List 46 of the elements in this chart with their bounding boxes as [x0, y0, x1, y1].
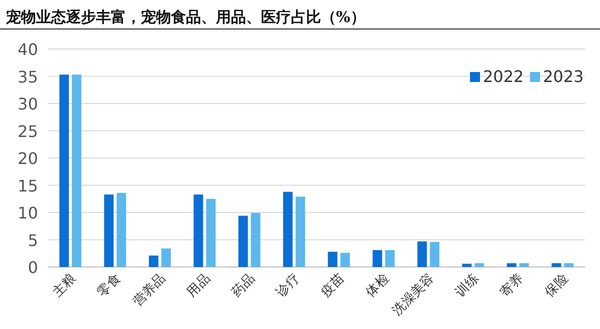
x-tick-label: 训练 — [452, 271, 482, 300]
bar — [328, 252, 338, 267]
bar — [519, 263, 529, 267]
y-tick-label: 40 — [18, 40, 38, 59]
bar — [340, 252, 350, 267]
x-tick-label: 营养品 — [130, 270, 169, 310]
x-tick-label: 保险 — [542, 271, 572, 300]
bar — [59, 74, 69, 267]
y-tick-label: 10 — [18, 204, 38, 222]
y-tick-label: 20 — [18, 149, 38, 168]
bar — [148, 256, 158, 267]
bar — [72, 74, 82, 267]
legend-label: 2023 — [543, 67, 584, 86]
bar — [385, 250, 395, 267]
y-tick-label: 0 — [28, 258, 38, 277]
bar — [161, 248, 171, 267]
bar — [506, 263, 516, 267]
x-tick-label: 零食 — [94, 271, 124, 300]
y-tick-label: 5 — [28, 230, 38, 250]
bar — [104, 194, 114, 267]
x-tick-label: 疫苗 — [318, 271, 348, 300]
legend-label: 2022 — [483, 67, 524, 86]
x-tick-label: 用品 — [184, 271, 214, 300]
y-tick-label: 30 — [18, 94, 38, 114]
bar — [417, 241, 427, 267]
bar — [462, 264, 472, 267]
x-tick-label: 主粮 — [50, 270, 80, 300]
y-tick-label: 35 — [18, 67, 38, 86]
x-tick-label: 寄养 — [497, 270, 527, 300]
bar — [564, 263, 574, 267]
bar — [430, 242, 440, 267]
bar — [250, 213, 260, 267]
bar — [552, 263, 562, 267]
x-tick-label: 诊疗 — [274, 271, 303, 300]
bar — [372, 250, 382, 267]
bar — [194, 194, 204, 267]
bar — [296, 196, 306, 267]
chart-title: 宠物业态逐步丰富，宠物食品、用品、医疗占比（%） — [5, 8, 366, 26]
bar — [116, 192, 126, 267]
bar — [283, 192, 293, 267]
y-tick-label: 25 — [18, 122, 38, 141]
y-tick-label: 15 — [18, 176, 38, 196]
x-tick-label: 药品 — [229, 271, 258, 300]
bar — [206, 198, 216, 267]
bar — [238, 216, 248, 267]
bar — [474, 263, 484, 267]
